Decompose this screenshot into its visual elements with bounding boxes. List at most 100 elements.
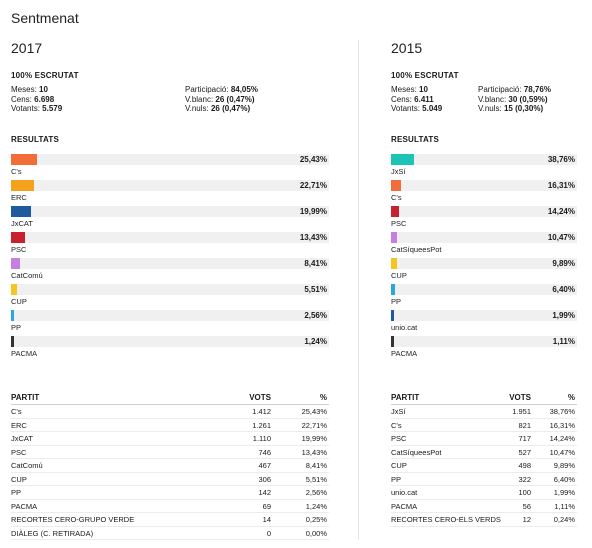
cell-votes: 1.951: [512, 407, 531, 416]
cell-pct: 1,99%: [553, 488, 575, 497]
cell-pct: 38,76%: [549, 407, 575, 416]
table-row: PSC 746 13,43%: [11, 446, 329, 459]
results-bars: 38,76% JxSí 16,31% C's 14,24% PSC 10,47% CatSíq…: [391, 154, 577, 362]
bar-percent: 6,40%: [552, 285, 575, 294]
cell-votes: 0: [266, 528, 271, 538]
bar-party-name: CUP: [391, 271, 407, 280]
table-row: PP 322 6,40%: [391, 473, 577, 486]
bar-track: 16,31%: [391, 180, 577, 191]
bar-party-name: CatSíqueesPot: [391, 245, 442, 254]
cell-party: PSC: [391, 434, 407, 443]
cell-party: PP: [11, 488, 22, 497]
cell-pct: 8,41%: [305, 461, 327, 470]
bar-party-name: C's: [11, 167, 22, 176]
cell-pct: 2,56%: [305, 488, 327, 497]
cell-votes: 322: [518, 474, 531, 484]
bar-party-name: unio.cat: [391, 323, 418, 332]
table-row: JxSí 1.951 38,76%: [391, 405, 577, 419]
bar-row: 14,24% PSC: [391, 206, 577, 232]
cell-votes: 12: [522, 515, 531, 524]
bar-party-name: PP: [391, 297, 402, 306]
bar-track: 9,89%: [391, 258, 577, 269]
table-row: CUP 306 5,51%: [11, 473, 329, 486]
bar-fill: [391, 180, 401, 191]
bar-party-name: CUP: [11, 297, 27, 306]
cell-votes: 306: [258, 474, 271, 484]
cell-pct: 9,89%: [553, 461, 575, 470]
bar-track: 1,99%: [391, 310, 577, 321]
cell-votes: 100: [518, 488, 531, 497]
table-header: PARTIT VOTS %: [391, 393, 577, 405]
header-pct: %: [567, 393, 575, 402]
bar-track: 38,76%: [391, 154, 577, 165]
bar-party-name: JxCAT: [11, 219, 33, 228]
bar-row: 1,11% PACMA: [391, 336, 577, 362]
cell-votes: 467: [258, 461, 271, 470]
bar-fill: [391, 310, 394, 321]
scrutat-label: 100% ESCRUTAT: [391, 71, 459, 80]
bar-percent: 10,47%: [547, 233, 575, 242]
bar-row: 1,99% unio.cat: [391, 310, 577, 336]
bar-percent: 5,51%: [304, 285, 327, 294]
table-row: PP 142 2,56%: [11, 486, 329, 500]
stat-votants: Votants: 5.049: [391, 104, 443, 113]
cell-party: unio.cat: [391, 488, 418, 497]
bar-fill: [391, 154, 415, 165]
bar-percent: 9,89%: [552, 259, 575, 268]
stat-vnuls: V.nuls: 15 (0,30%): [478, 104, 544, 113]
stat-cens: Cens: 6.698: [11, 94, 55, 104]
bar-fill: [11, 232, 25, 243]
cell-pct: 5,51%: [305, 474, 327, 484]
bar-fill: [391, 336, 394, 347]
table-row: C's 821 16,31%: [391, 419, 577, 432]
bar-track: 6,40%: [391, 284, 577, 295]
table-row: ERC 1.261 22,71%: [11, 419, 329, 432]
cell-pct: 6,40%: [553, 474, 575, 484]
bar-percent: 22,71%: [299, 181, 327, 190]
cell-party: CatComú: [11, 461, 43, 470]
table-row: RECORTES CERO-GRUPO VERDE 14 0,25%: [11, 513, 329, 527]
cell-pct: 13,43%: [301, 447, 327, 457]
bar-party-name: PP: [11, 323, 22, 332]
cell-votes: 69: [262, 501, 271, 511]
cell-party: JxSí: [391, 407, 406, 416]
bar-track: 5,51%: [11, 284, 329, 295]
bar-percent: 8,41%: [304, 259, 327, 268]
bar-fill: [391, 232, 398, 243]
bar-percent: 2,56%: [304, 311, 327, 320]
bar-row: 6,40% PP: [391, 284, 577, 310]
cell-party: C's: [391, 420, 402, 430]
cell-votes: 1.412: [252, 407, 271, 416]
cell-party: CUP: [391, 461, 407, 470]
results-heading: RESULTATS: [11, 135, 60, 144]
stat-votants: Votants: 5.579: [11, 104, 63, 113]
bar-party-name: PSC: [391, 219, 407, 228]
table-row: PSC 717 14,24%: [391, 432, 577, 446]
header-pct: %: [319, 393, 327, 402]
cell-pct: 1,11%: [554, 501, 575, 511]
bar-fill: [11, 336, 14, 347]
cell-votes: 142: [258, 488, 271, 497]
table-header: PARTIT VOTS %: [11, 393, 329, 405]
cell-party: CUP: [11, 474, 27, 484]
cell-party: PP: [391, 474, 402, 484]
bar-percent: 1,24%: [304, 337, 327, 346]
bar-track: 19,99%: [11, 206, 329, 217]
year-heading: 2017: [11, 40, 43, 56]
bar-track: 14,24%: [391, 206, 577, 217]
table-row: JxCAT 1.110 19,99%: [11, 432, 329, 446]
cell-party: JxCAT: [11, 434, 33, 443]
results-2015: 2015 100% ESCRUTAT Meses: 10 Cens: 6.411…: [391, 40, 577, 527]
cell-pct: 16,31%: [549, 420, 575, 430]
bar-row: 5,51% CUP: [11, 284, 329, 310]
cell-party: RECORTES CERO-GRUPO VERDE: [11, 515, 135, 524]
cell-pct: 19,99%: [301, 434, 327, 443]
bar-row: 16,31% C's: [391, 180, 577, 206]
table-row: unio.cat 100 1,99%: [391, 486, 577, 500]
cell-party: RECORTES CERO-ELS VERDS: [391, 515, 501, 524]
bar-row: 10,47% CatSíqueesPot: [391, 232, 577, 258]
bar-track: 1,11%: [391, 336, 577, 347]
bar-percent: 38,76%: [547, 155, 575, 164]
cell-votes: 14: [262, 515, 271, 524]
results-bars: 25,43% C's 22,71% ERC 19,99% JxCAT 13,43% PSC 8,…: [11, 154, 329, 362]
